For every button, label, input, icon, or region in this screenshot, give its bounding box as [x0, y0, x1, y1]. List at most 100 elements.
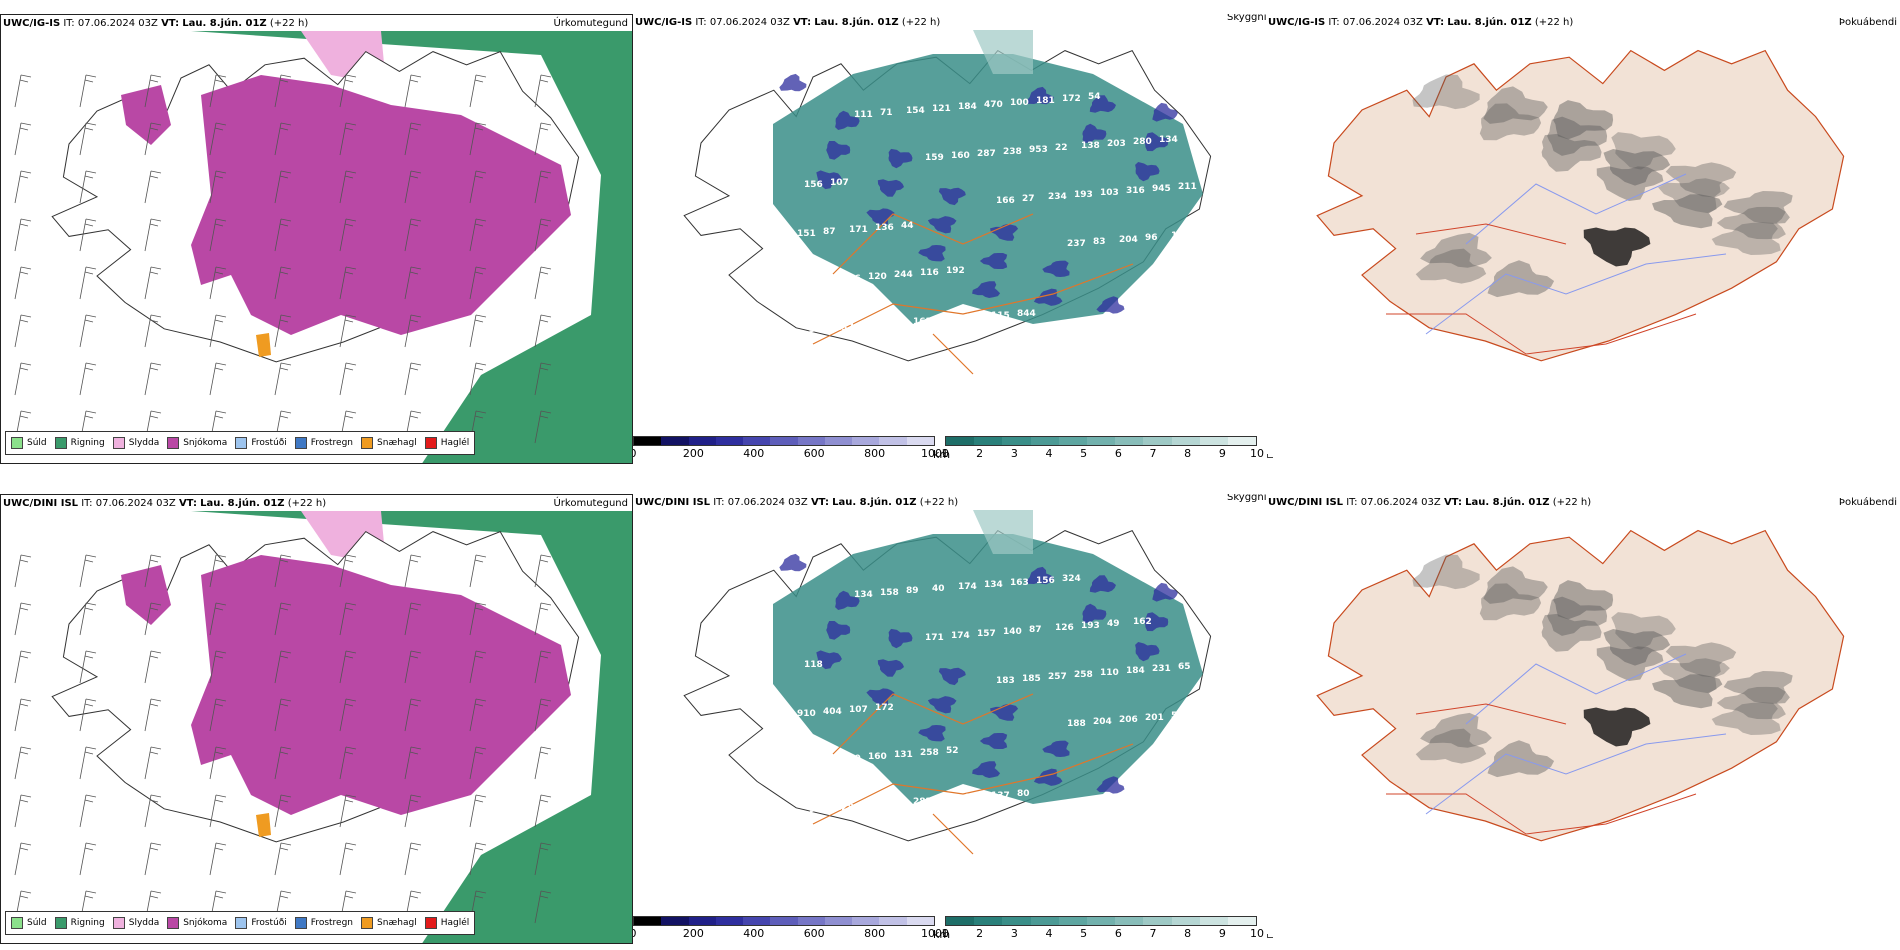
low-cloud-cell	[816, 650, 842, 670]
cloud-base-label: 184	[1126, 666, 1145, 676]
fog-area	[1541, 613, 1602, 652]
legend-swatch	[424, 917, 437, 929]
low-cloud-cell	[1082, 123, 1107, 144]
wind-barb	[209, 218, 227, 252]
legend-label: Snæhagl	[377, 918, 417, 928]
legend-item: Rigning	[54, 437, 105, 449]
low-cloud-cell	[1152, 102, 1178, 122]
cloud-base-label: 206	[1119, 715, 1138, 725]
fog-area	[1652, 674, 1723, 709]
wind-barb	[274, 266, 292, 300]
panel-title: Skyggni	[1227, 494, 1267, 503]
low-cloud-cell	[1089, 575, 1116, 593]
legend-item: Frostúði	[235, 437, 287, 449]
wind-barb	[534, 890, 552, 924]
fog-area	[1658, 178, 1730, 214]
legend-swatch	[294, 917, 307, 929]
wind-barb	[274, 602, 292, 636]
cloud-base-label: 103	[1100, 188, 1119, 198]
wind-barb	[534, 842, 552, 876]
legend-item: Snjókoma	[167, 917, 227, 929]
cloud-base-label: 844	[1017, 309, 1036, 319]
wind-barb	[209, 122, 227, 156]
wind-barb	[404, 650, 422, 684]
legend-label: Súld	[27, 438, 47, 448]
wind-barb	[209, 266, 227, 300]
wind-barb	[274, 554, 292, 588]
legend-item: Slydda	[112, 917, 159, 929]
cloud-base-label: 128	[835, 803, 854, 813]
colorbar-tick: 2	[976, 447, 984, 460]
panel-title: Skyggni	[1227, 14, 1267, 23]
wind-barb	[469, 74, 487, 108]
wind-barb	[14, 74, 32, 108]
snow-area	[191, 75, 571, 335]
colorbar-unit: km	[933, 928, 951, 941]
wind-barb	[209, 794, 227, 828]
wind-barb	[144, 362, 162, 396]
wind-barb	[209, 362, 227, 396]
fog-area	[1479, 583, 1542, 621]
fog-area	[1420, 232, 1492, 268]
wind-barb	[79, 602, 97, 636]
colorbar-kilometers: 1 2 3 4 5 6 7 8 9 10 km	[933, 916, 1264, 941]
colorbar-tick: 0	[633, 927, 637, 940]
fog-area	[1547, 116, 1608, 156]
wind-barb	[274, 794, 292, 828]
cloud-base-label: 108	[790, 278, 809, 288]
snow-area	[191, 555, 571, 815]
colorbar-strip	[945, 916, 1257, 926]
wind-barb	[144, 314, 162, 348]
legend-item: Súld	[11, 917, 47, 929]
panel-header: UWC/DINI ISL IT: 07.06.2024 03Z VT: Lau.…	[635, 497, 959, 508]
fog-area	[1415, 728, 1487, 764]
cloud-base-label: 193	[1081, 621, 1100, 631]
wind-barb	[79, 122, 97, 156]
fog-area	[1596, 166, 1664, 201]
wind-barb	[209, 602, 227, 636]
wind-barb	[209, 554, 227, 588]
wind-barb	[404, 362, 422, 396]
legend-item: Snæhagl	[361, 917, 417, 929]
wind-barb	[144, 746, 162, 780]
colorbar-tick: 1	[941, 927, 949, 940]
wind-barb	[14, 314, 32, 348]
colorbar-tick: 3	[1010, 447, 1018, 460]
legend-label: Frostregn	[310, 438, 354, 448]
cloud-base-label: 96	[1145, 233, 1158, 243]
legend-swatch	[167, 437, 180, 449]
low-cloud-cell	[1027, 566, 1054, 585]
legend-item: Haglél	[424, 917, 469, 929]
road-lines	[1386, 223, 1697, 355]
fog-area	[1553, 100, 1614, 140]
panel-title: Þokuábendi	[1838, 17, 1897, 28]
colorbar-tick: 4	[1045, 927, 1053, 940]
colorbar-tick: 1	[941, 447, 949, 460]
cloud-base-label: 172	[816, 276, 835, 286]
wind-barb	[144, 122, 162, 156]
wind-barb	[469, 314, 487, 348]
cloud-base-label: 258	[1074, 670, 1093, 680]
cloud-base-label: 18	[861, 801, 874, 811]
cloud-base-label: 231	[1152, 664, 1171, 674]
cloud-base-label: 158	[880, 588, 899, 598]
wind-barb	[274, 362, 292, 396]
low-cloud-cell	[835, 590, 860, 610]
cloud-base-label: 148	[1171, 231, 1190, 241]
wind-barb	[144, 842, 162, 876]
wind-barb	[274, 698, 292, 732]
fog-area	[1415, 248, 1487, 284]
wind-barb	[469, 842, 487, 876]
cloud-base-label: 89	[906, 586, 919, 596]
legend-swatch	[112, 437, 125, 449]
precip-map	[14, 31, 632, 463]
colorbar-unit: km	[933, 448, 951, 461]
low-cloud-cell	[835, 110, 860, 130]
wind-barb	[79, 554, 97, 588]
fog-area	[1479, 103, 1542, 141]
cloud-base-label: 171	[1164, 760, 1183, 770]
wind-barb	[79, 650, 97, 684]
fog-area	[1652, 194, 1723, 229]
cloud-base-label: 121	[932, 104, 951, 114]
cloud-base-area	[773, 534, 1203, 804]
